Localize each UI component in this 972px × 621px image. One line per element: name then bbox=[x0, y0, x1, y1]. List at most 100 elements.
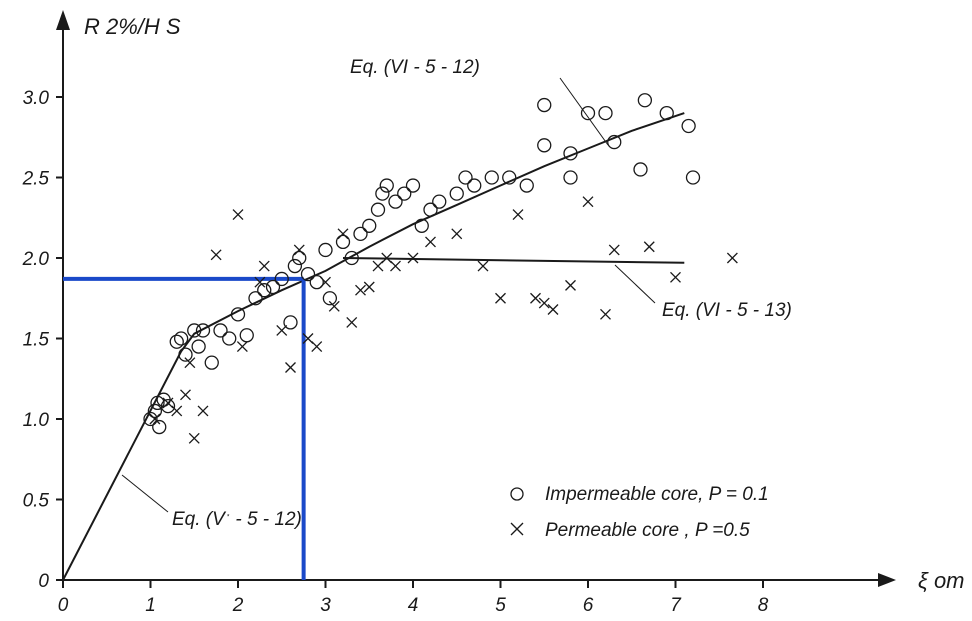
x-tick-label: 8 bbox=[758, 595, 769, 616]
impermeable-point bbox=[502, 170, 517, 185]
impermeable-point bbox=[685, 170, 701, 185]
impermeable-point bbox=[187, 323, 202, 338]
impermeable-point bbox=[598, 105, 613, 121]
x-tick-label: 5 bbox=[495, 595, 506, 616]
impermeable-point bbox=[519, 178, 534, 193]
x-tick-label: 0 bbox=[58, 595, 69, 616]
impermeable-point bbox=[681, 118, 696, 134]
y-axis-label: R 2%/H S bbox=[84, 14, 181, 39]
permeable-point bbox=[538, 297, 550, 309]
permeable-point bbox=[149, 413, 161, 425]
permeable-point bbox=[258, 260, 270, 272]
impermeable-point bbox=[467, 178, 482, 193]
impermeable-point bbox=[204, 355, 219, 370]
impermeable-point bbox=[563, 170, 578, 185]
y-axis-arrow-icon bbox=[56, 10, 70, 30]
annotation-leader-1 bbox=[559, 77, 609, 146]
permeable-point bbox=[530, 292, 541, 304]
impermeable-point bbox=[607, 134, 622, 150]
permeable-point bbox=[355, 284, 366, 296]
permeable-point bbox=[285, 362, 296, 373]
permeable-point bbox=[320, 276, 331, 288]
y-tick-label: 0.5 bbox=[23, 491, 50, 512]
permeable-point bbox=[451, 228, 463, 240]
x-tick-label: 6 bbox=[583, 595, 594, 616]
permeable-point bbox=[670, 271, 681, 283]
y-tick-label: 1.5 bbox=[23, 330, 50, 351]
permeable-point bbox=[171, 405, 183, 417]
x-ticks: 0 1 2 3 4 5 6 7 8 bbox=[58, 580, 769, 616]
highlight-lines bbox=[63, 276, 306, 580]
impermeable-point bbox=[637, 93, 653, 108]
impermeable-point bbox=[143, 411, 158, 427]
impermeable-point bbox=[353, 226, 368, 242]
x-axis-label: ξ om bbox=[918, 568, 965, 593]
impermeable-point bbox=[484, 170, 499, 185]
permeable-point bbox=[477, 260, 489, 272]
permeable-point bbox=[232, 209, 244, 220]
permeable-point bbox=[547, 304, 559, 315]
annotation-eq-v-5-12: Eq. (Vˑ - 5 - 12) bbox=[172, 509, 302, 530]
legend-label-impermeable: Impermeable core, P = 0.1 bbox=[545, 484, 769, 505]
permeable-point bbox=[643, 241, 655, 253]
permeable-point bbox=[197, 405, 209, 417]
permeable-point bbox=[210, 249, 222, 261]
impermeable-point bbox=[292, 250, 307, 266]
permeable-point bbox=[390, 260, 401, 272]
impermeable-point bbox=[147, 403, 163, 419]
y-tick-label: 3.0 bbox=[23, 88, 50, 109]
y-tick-label: 0 bbox=[38, 571, 49, 592]
impermeable-point bbox=[287, 258, 303, 274]
annotation-eq-vi-5-12: Eq. (VI - 5 - 12) bbox=[350, 57, 480, 78]
impermeable-point bbox=[322, 291, 338, 306]
x-tick-label: 2 bbox=[232, 595, 244, 616]
impermeable-point bbox=[160, 398, 176, 414]
x-tick-label: 1 bbox=[145, 595, 156, 616]
impermeable-point bbox=[388, 194, 403, 209]
y-ticks: 0 0.5 1.0 1.5 2.0 2.5 3.0 bbox=[22, 88, 63, 592]
impermeable-point bbox=[379, 178, 394, 193]
permeable-point bbox=[236, 341, 248, 353]
permeable-point bbox=[328, 300, 340, 312]
impermeable-point bbox=[191, 339, 206, 354]
impermeable-point bbox=[397, 186, 412, 201]
annotations: Eq. (VI - 5 - 12) Eq. (VI - 5 - 13) Eq. … bbox=[121, 57, 792, 530]
permeable-point bbox=[565, 279, 576, 291]
legend: Impermeable core, P = 0.1 Permeable core… bbox=[510, 484, 769, 541]
impermeable-point bbox=[300, 266, 316, 282]
fitted-curves bbox=[62, 112, 685, 581]
impermeable-point bbox=[458, 170, 473, 185]
permeable-point bbox=[582, 196, 594, 208]
permeable-point bbox=[600, 308, 611, 320]
fit-line bbox=[62, 112, 685, 581]
impermeable-point bbox=[257, 283, 272, 298]
permeable-point bbox=[276, 324, 288, 336]
permeable-point bbox=[425, 236, 436, 248]
impermeable-point bbox=[178, 347, 193, 362]
impermeable-point bbox=[173, 331, 189, 346]
impermeable-point bbox=[152, 419, 167, 435]
legend-cross-icon bbox=[510, 522, 524, 536]
y-tick-label: 1.0 bbox=[23, 410, 50, 431]
legend-label-permeable: Permeable core , P =0.5 bbox=[545, 520, 750, 541]
impermeable-point bbox=[335, 234, 351, 250]
annotation-leader-3 bbox=[121, 474, 169, 513]
impermeable-point bbox=[222, 331, 237, 346]
permeable-point bbox=[188, 432, 200, 444]
impermeable-point bbox=[230, 307, 246, 322]
impermeable-point bbox=[239, 328, 254, 343]
impermeable-point bbox=[344, 250, 359, 266]
impermeable-point bbox=[248, 291, 263, 306]
permeable-point bbox=[293, 244, 305, 256]
impermeable-point bbox=[370, 202, 386, 217]
impermeable-point bbox=[213, 323, 228, 338]
data-points bbox=[143, 93, 738, 444]
permeable-point bbox=[302, 333, 314, 344]
permeable-point bbox=[180, 389, 191, 401]
impermeable-point bbox=[362, 218, 377, 233]
impermeable-point bbox=[633, 162, 648, 177]
annotation-eq-vi-5-13: Eq. (VI - 5 - 13) bbox=[662, 300, 792, 321]
y-tick-label: 2.5 bbox=[22, 169, 50, 190]
impermeable-point bbox=[375, 186, 390, 201]
